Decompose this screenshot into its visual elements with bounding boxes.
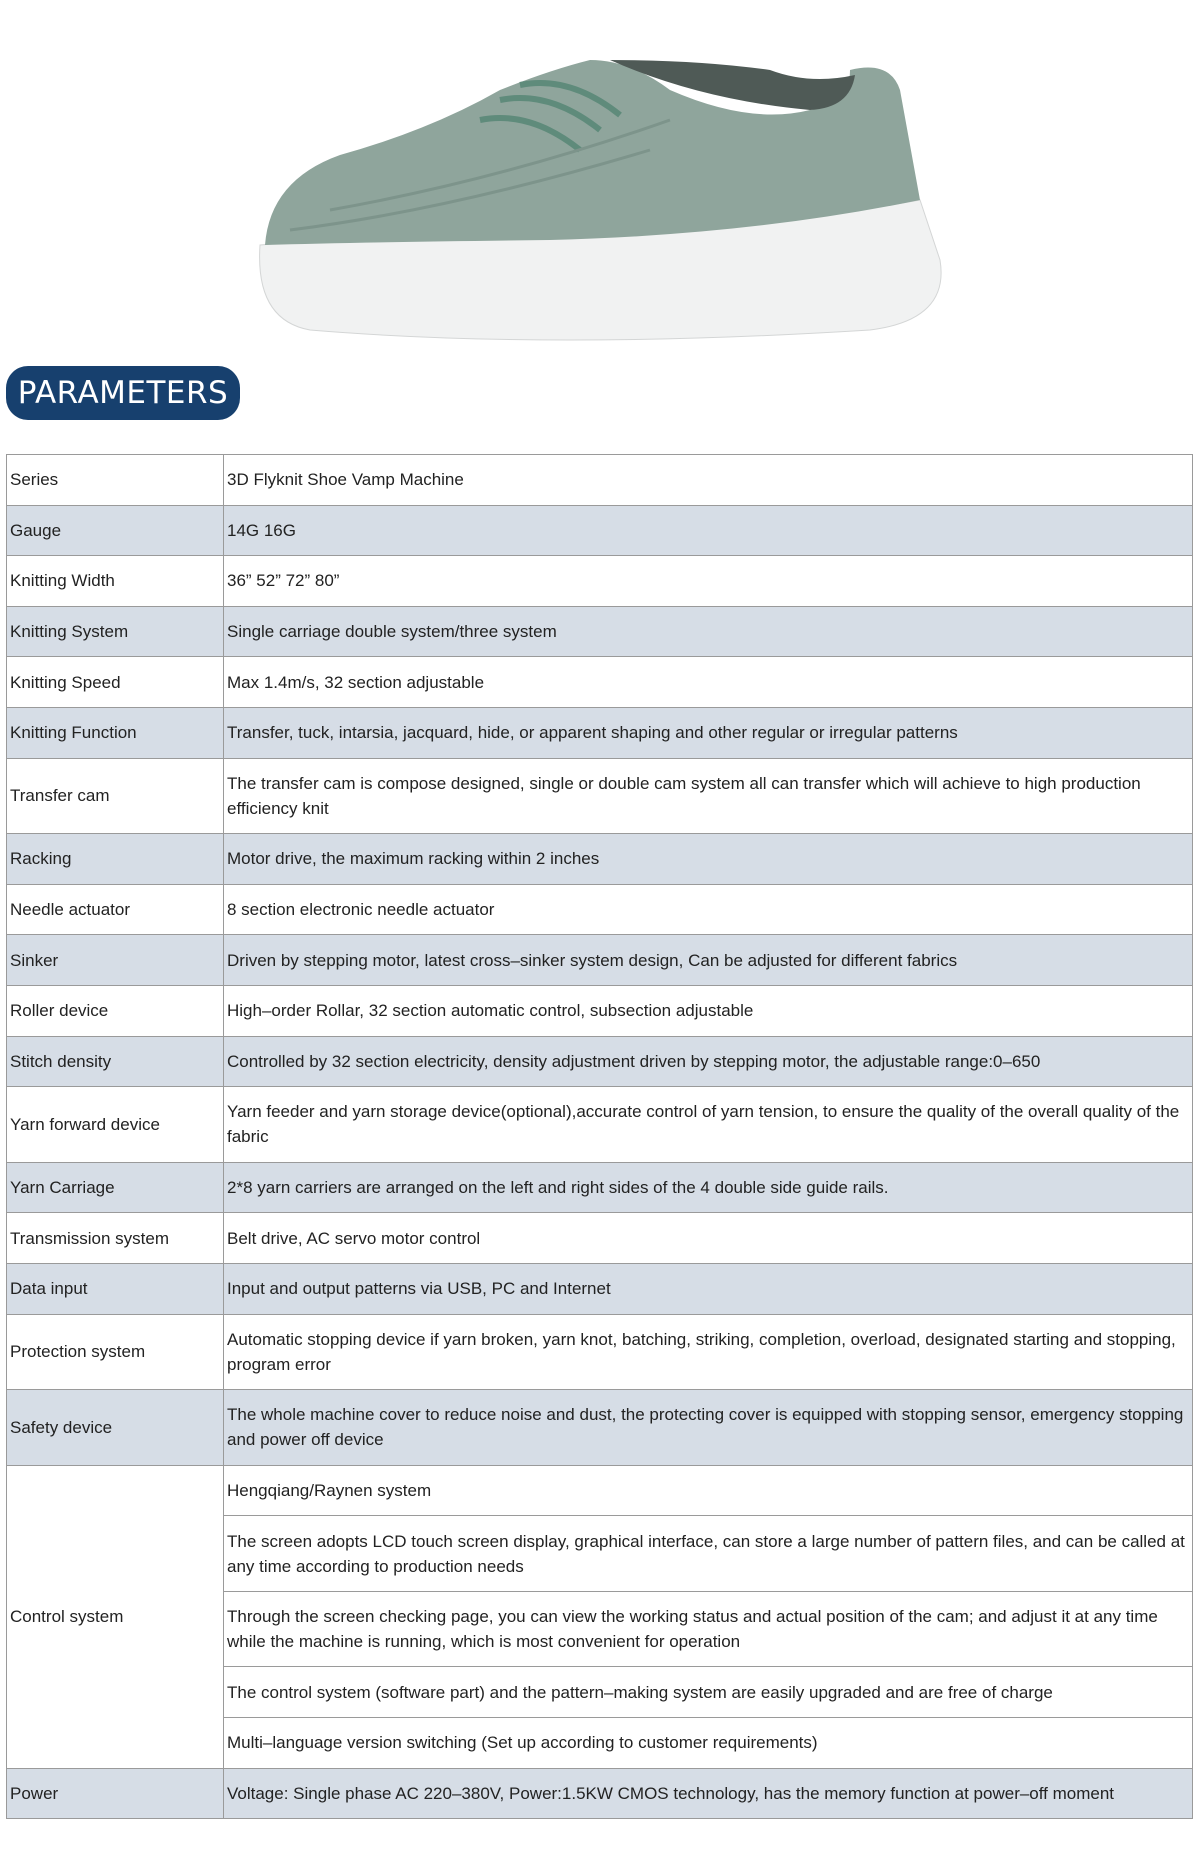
param-name: Data input <box>6 1262 224 1315</box>
param-value: 8 section electronic needle actuator <box>223 883 1193 936</box>
table-row: Yarn Carriage 2*8 yarn carriers are arran… <box>6 1161 1193 1214</box>
param-value: Driven by stepping motor, latest cross–s… <box>223 934 1193 986</box>
param-name: Knitting System <box>6 605 224 658</box>
param-value: The screen adopts LCD touch screen displ… <box>223 1515 1193 1592</box>
param-name: Series <box>6 454 224 506</box>
param-name: Sinker <box>6 934 224 986</box>
table-row: Through the screen checking page, you ca… <box>7 1590 1193 1668</box>
table-row: Transmission system Belt drive, AC servo … <box>6 1212 1193 1264</box>
param-value: Yarn feeder and yarn storage device(opti… <box>223 1086 1193 1163</box>
param-name: Yarn forward device <box>6 1086 224 1163</box>
parameters-table: Series 3D Flyknit Shoe Vamp Machine Gauge 1… <box>6 454 1193 1820</box>
table-row: Roller device High–order Rollar, 32 secti… <box>6 984 1193 1037</box>
param-name: Racking <box>6 833 224 885</box>
param-value: Multi–language version switching (Set up… <box>223 1717 1193 1769</box>
param-value: 14G 16G <box>223 504 1193 557</box>
table-row: Protection system Automatic stopping devi… <box>6 1313 1193 1391</box>
param-value: Transfer, tuck, intarsia, jacquard, hide… <box>223 706 1193 759</box>
table-row: Transfer cam The transfer cam is compose … <box>6 757 1193 835</box>
param-value: Max 1.4m/s, 32 section adjustable <box>223 656 1193 708</box>
param-value: Through the screen checking page, you ca… <box>223 1590 1193 1668</box>
table-row: Power Voltage: Single phase AC 220–380V, … <box>6 1767 1193 1820</box>
table-row: Knitting System Single carriage double sy… <box>6 605 1193 658</box>
param-name: Safety device <box>6 1389 224 1466</box>
param-value: 2*8 yarn carriers are arranged on the le… <box>223 1161 1193 1214</box>
table-row: Knitting Width 36” 52” 72” 80” <box>6 555 1193 607</box>
param-value: High–order Rollar, 32 section automatic … <box>223 984 1193 1037</box>
param-value: 36” 52” 72” 80” <box>223 555 1193 607</box>
param-name: Yarn Carriage <box>6 1161 224 1214</box>
param-value: Input and output patterns via USB, PC an… <box>223 1262 1193 1315</box>
param-name: Knitting Function <box>6 706 224 759</box>
param-name: Gauge <box>6 504 224 557</box>
param-name: Roller device <box>6 984 224 1037</box>
param-name: Control system <box>6 1464 224 1769</box>
param-name: Transfer cam <box>6 757 224 835</box>
table-row: Stitch density Controlled by 32 section e… <box>6 1035 1193 1088</box>
param-name: Transmission system <box>6 1212 224 1264</box>
param-value: Hengqiang/Raynen system <box>223 1464 1193 1517</box>
param-value: The whole machine cover to reduce noise … <box>223 1389 1193 1466</box>
table-row: Knitting Function Transfer, tuck, intarsi… <box>6 706 1193 759</box>
table-row: Needle actuator 8 section electronic need… <box>6 883 1193 936</box>
table-row: The screen adopts LCD touch screen displ… <box>7 1515 1193 1592</box>
param-value: The control system (software part) and t… <box>223 1666 1193 1719</box>
table-row: Gauge 14G 16G <box>6 504 1193 557</box>
param-name: Needle actuator <box>6 883 224 936</box>
table-row: Safety device The whole machine cover to … <box>6 1389 1193 1466</box>
param-value: Voltage: Single phase AC 220–380V, Power… <box>223 1767 1193 1820</box>
param-name: Protection system <box>6 1313 224 1391</box>
table-row: Sinker Driven by stepping motor, latest c… <box>6 934 1193 986</box>
param-name: Knitting Speed <box>6 656 224 708</box>
param-name: Stitch density <box>6 1035 224 1088</box>
table-row: Data input Input and output patterns via … <box>6 1262 1193 1315</box>
table-row: Yarn forward device Yarn feeder and yarn … <box>6 1086 1193 1163</box>
table-row: Control system Hengqiang/Raynen system <box>6 1464 1193 1769</box>
param-value: Motor drive, the maximum racking within … <box>223 833 1193 885</box>
param-value: 3D Flyknit Shoe Vamp Machine <box>223 454 1193 506</box>
table-row: The control system (software part) and t… <box>7 1666 1193 1719</box>
param-value: Belt drive, AC servo motor control <box>223 1212 1193 1264</box>
table-row: Series 3D Flyknit Shoe Vamp Machine <box>6 454 1193 506</box>
param-name: Knitting Width <box>6 555 224 607</box>
table-row: Multi–language version switching (Set up… <box>7 1717 1193 1769</box>
table-row: Knitting Speed Max 1.4m/s, 32 section adj… <box>6 656 1193 708</box>
param-value: Controlled by 32 section electricity, de… <box>223 1035 1193 1088</box>
parameters-heading: PARAMETERS <box>6 366 240 420</box>
param-value: Automatic stopping device if yarn broken… <box>223 1313 1193 1391</box>
table-row: Racking Motor drive, the maximum racking … <box>6 833 1193 885</box>
param-value: Single carriage double system/three syst… <box>223 605 1193 658</box>
shoe-product-image <box>259 60 942 341</box>
param-name: Power <box>6 1767 224 1820</box>
param-value: The transfer cam is compose designed, si… <box>223 757 1193 835</box>
